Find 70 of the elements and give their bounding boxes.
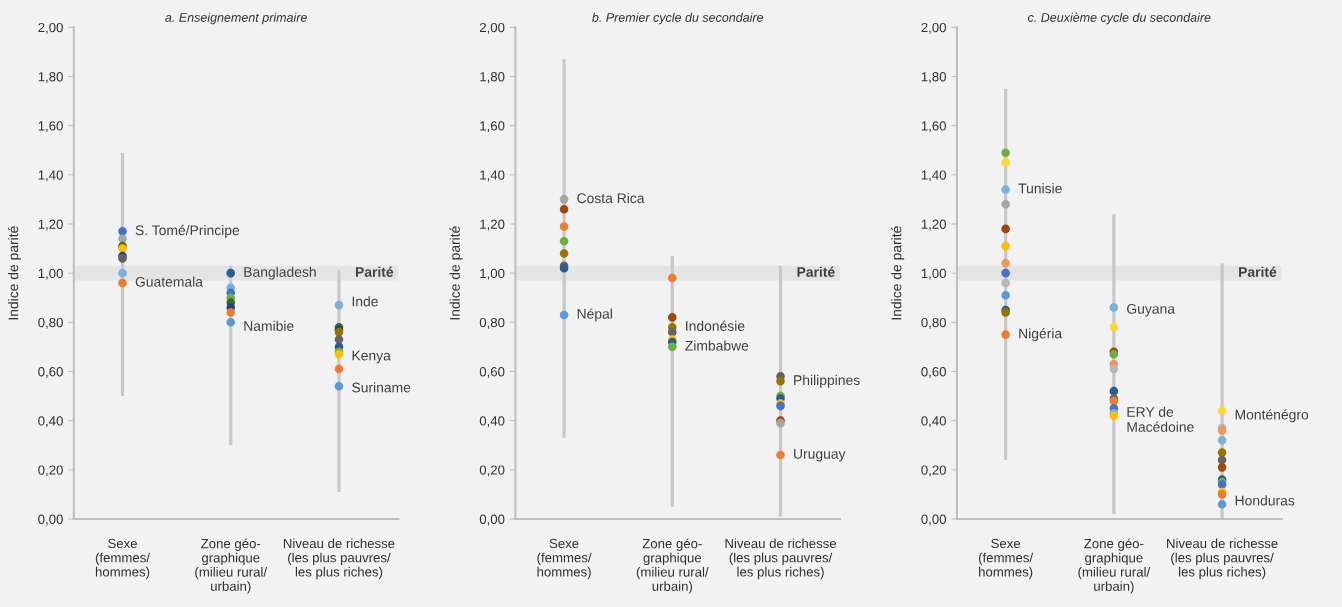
annotation: Kenya — [352, 350, 391, 364]
band-label: Parité — [1239, 266, 1277, 277]
y-tick-label: 0,40 — [479, 416, 505, 428]
x-tick-label: Sexe (femmes/ hommes) — [95, 538, 150, 580]
y-tick-label: 1,40 — [921, 170, 946, 182]
y-tick-label: 1,40 — [480, 170, 505, 182]
annotation: Suriname — [352, 382, 411, 393]
y-tick-label: 0,60 — [38, 367, 63, 378]
y-tick-label: 0,00 — [479, 514, 505, 526]
y-tick-label: 0,80 — [921, 317, 946, 329]
x-tick-label: Niveau de richesse (les plus pauvres/ les plus riches) — [725, 538, 837, 580]
y-tick-label: 0,40 — [921, 416, 946, 428]
y-tick-label: 1,60 — [480, 121, 505, 133]
x-tick-label: Zone géo- graphique (milieu rural/ urbain) — [195, 538, 268, 594]
annotation: Guatemala — [135, 276, 203, 287]
band-label: Parité — [355, 266, 394, 277]
y-tick-label: 1,00 — [480, 268, 505, 280]
y-tick-label: 0,20 — [479, 465, 505, 477]
y-tick-label: 1,20 — [38, 219, 63, 231]
y-tick-label: 1,80 — [38, 72, 63, 83]
y-tick-label: 0,20 — [38, 465, 63, 477]
x-tick-label: Sexe (femmes/ hommes) — [537, 538, 592, 580]
x-tick-label: Zone géo- graphique (milieu rural/ urbain) — [636, 538, 709, 594]
y-tick-label: 1,40 — [38, 170, 63, 182]
annotation: Tunisie — [1018, 183, 1062, 194]
y-tick-label: 2,00 — [38, 22, 63, 34]
y-tick-label: 0,00 — [921, 514, 946, 526]
y-tick-label: 0,60 — [921, 367, 946, 378]
x-tick-label: Niveau de richesse (les plus pauvres/ les plus riches) — [283, 538, 395, 580]
y-tick-label: 0,80 — [38, 317, 63, 329]
annotation: ERY de Macédoine — [1127, 406, 1194, 432]
band-label: Parité — [797, 266, 835, 277]
annotation: Guyana — [1127, 303, 1175, 317]
y-tick-label: 1,80 — [921, 72, 946, 83]
annotation: Nigéria — [1019, 328, 1063, 342]
y-tick-label: 2,00 — [921, 22, 946, 34]
x-tick-label: Niveau de richesse (les plus pauvres/ les plus riches) — [1167, 538, 1278, 580]
annotation: Uruguay — [794, 449, 846, 462]
chart-title: b. Premier cycle du secondaire — [592, 12, 764, 25]
x-tick-label: Zone géo- graphique (milieu rural/ urbain) — [1078, 538, 1151, 594]
y-tick-label: 1,60 — [921, 121, 946, 133]
y-tick-label: 1,00 — [38, 268, 63, 280]
annotation: Honduras — [1235, 495, 1295, 506]
annotation: Monténégro — [1235, 409, 1309, 423]
y-tick-label: 1,20 — [480, 219, 505, 231]
y-axis-title: Indice de parité — [891, 226, 905, 320]
y-tick-label: 2,00 — [479, 22, 505, 34]
y-tick-label: 0,00 — [38, 514, 63, 526]
annotation: Inde — [352, 296, 378, 307]
y-axis-title: Indice de parité — [449, 226, 463, 320]
y-tick-label: 1,00 — [921, 268, 946, 280]
y-tick-label: 0,60 — [479, 367, 505, 378]
annotation: Bangladesh — [244, 266, 316, 280]
annotation: Costa Rica — [577, 192, 645, 204]
x-tick-label: Sexe (femmes/ hommes) — [978, 538, 1034, 580]
y-tick-label: 0,20 — [921, 465, 946, 477]
y-tick-label: 1,80 — [480, 72, 505, 83]
annotation: Philippines — [794, 374, 860, 388]
y-tick-label: 1,20 — [921, 219, 946, 231]
annotation: S. Tomé/Principe — [135, 224, 240, 238]
chart-title: c. Deuxième cycle du secondaire — [1027, 12, 1211, 25]
y-tick-label: 0,80 — [479, 317, 505, 329]
annotation: Namibie — [244, 320, 294, 331]
annotation: Népal — [577, 308, 612, 322]
annotation: Indonésie — [686, 320, 745, 331]
y-axis-title: Indice de parité — [7, 226, 22, 320]
chart-title: a. Enseignement primaire — [165, 12, 307, 25]
annotation: Zimbabwe — [685, 340, 749, 351]
y-tick-label: 0,40 — [38, 416, 63, 428]
y-tick-label: 1,60 — [38, 121, 63, 133]
